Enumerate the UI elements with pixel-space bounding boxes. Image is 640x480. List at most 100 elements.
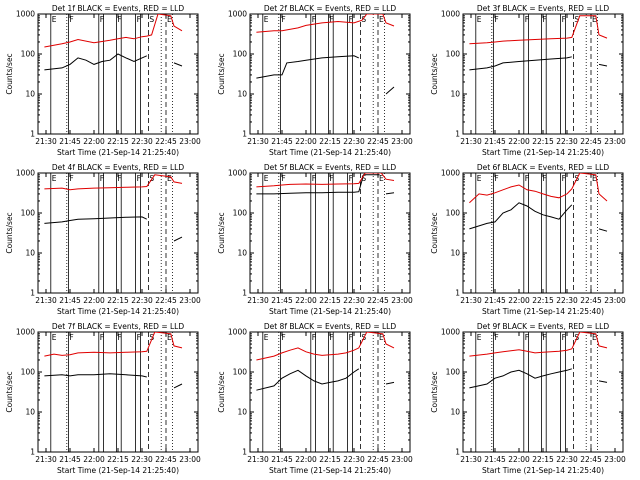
y-tick-label: 10 xyxy=(237,90,247,99)
x-tick-label: 22:30 xyxy=(343,137,365,146)
x-tick-label: 21:45 xyxy=(59,296,81,305)
y-tick-label: 1000 xyxy=(16,169,35,178)
event-marker-label: F xyxy=(349,174,353,183)
lld-series-line xyxy=(469,332,608,357)
x-tick-label: 22:45 xyxy=(155,455,177,464)
plot-frame xyxy=(249,172,411,294)
y-tick-label: 100 xyxy=(233,368,248,377)
event-marker-label: E xyxy=(264,174,269,183)
event-marker-label: S xyxy=(149,15,154,24)
x-tick-label: 23:00 xyxy=(391,296,413,305)
event-marker-label: E xyxy=(167,15,172,24)
x-tick-label: 22:00 xyxy=(508,137,530,146)
x-tick-label: 22:30 xyxy=(343,455,365,464)
event-marker-label: E xyxy=(379,15,384,24)
y-tick-label: 1 xyxy=(242,448,247,457)
event-marker-label: F xyxy=(329,174,333,183)
detector-panel: Det 4f BLACK = Events, RED = LLD Start Ti… xyxy=(5,163,201,316)
x-tick-label: 21:45 xyxy=(484,137,506,146)
y-tick-label: 100 xyxy=(446,209,461,218)
x-tick-label: 22:45 xyxy=(580,455,602,464)
events-series-line xyxy=(44,373,183,389)
x-tick-label: 23:00 xyxy=(604,296,626,305)
event-marker-label: S xyxy=(361,15,366,24)
lld-series-line xyxy=(469,15,608,45)
events-series-line xyxy=(469,56,608,71)
x-tick-label: 21:30 xyxy=(35,455,57,464)
x-tick-label: 23:00 xyxy=(604,137,626,146)
x-tick-label: 22:45 xyxy=(155,296,177,305)
plot-frame xyxy=(37,172,199,294)
event-marker-label: E xyxy=(592,15,597,24)
plot-frame xyxy=(462,331,624,453)
y-tick-label: 1 xyxy=(30,130,35,139)
y-axis-label: Counts/sec xyxy=(430,53,439,94)
panel-title: Det 4f BLACK = Events, RED = LLD xyxy=(52,163,185,172)
x-axis-label: Start Time (21-Sep-14 21:25:40) xyxy=(57,148,179,157)
x-axis-label: Start Time (21-Sep-14 21:25:40) xyxy=(482,148,604,157)
y-tick-label: 1000 xyxy=(441,169,460,178)
event-marker-label: F xyxy=(100,333,104,342)
x-axis-label: Start Time (21-Sep-14 21:25:40) xyxy=(482,466,604,475)
x-tick-label: 21:30 xyxy=(247,455,269,464)
y-tick-label: 100 xyxy=(233,209,248,218)
event-marker-label: F xyxy=(281,15,285,24)
event-marker-label: F xyxy=(100,174,104,183)
events-series-line xyxy=(256,368,395,391)
x-tick-label: 22:30 xyxy=(131,137,153,146)
y-axis-label: Counts/sec xyxy=(430,371,439,412)
event-marker-label: E xyxy=(477,174,482,183)
y-tick-label: 100 xyxy=(446,50,461,59)
event-marker-label: F xyxy=(137,174,141,183)
event-marker-label: F xyxy=(69,174,73,183)
lld-series-line xyxy=(44,174,183,191)
plot-frame xyxy=(249,331,411,453)
event-marker-label: F xyxy=(525,15,529,24)
y-tick-label: 1 xyxy=(30,289,35,298)
event-marker-label: E xyxy=(592,174,597,183)
event-marker-label: F xyxy=(100,15,104,24)
event-marker-label: F xyxy=(542,174,546,183)
x-tick-label: 22:00 xyxy=(508,296,530,305)
lld-series-line xyxy=(256,332,395,361)
y-tick-label: 1 xyxy=(455,289,460,298)
lld-series-line xyxy=(256,173,395,188)
x-tick-label: 21:30 xyxy=(460,137,482,146)
x-axis-label: Start Time (21-Sep-14 21:25:40) xyxy=(269,148,391,157)
event-marker-label: E xyxy=(264,15,269,24)
events-series-line xyxy=(256,55,395,95)
event-marker-label: F xyxy=(329,15,333,24)
x-tick-label: 21:30 xyxy=(247,137,269,146)
x-tick-label: 22:45 xyxy=(580,137,602,146)
y-tick-label: 1000 xyxy=(16,328,35,337)
y-tick-label: 1000 xyxy=(228,328,247,337)
event-marker-label: F xyxy=(137,15,141,24)
panel-title: Det 2f BLACK = Events, RED = LLD xyxy=(264,4,397,13)
y-tick-label: 1000 xyxy=(16,10,35,19)
event-marker-label: F xyxy=(349,15,353,24)
x-tick-label: 22:45 xyxy=(367,137,389,146)
x-tick-label: 22:15 xyxy=(532,455,554,464)
event-marker-label: F xyxy=(312,15,316,24)
x-tick-label: 23:00 xyxy=(179,296,201,305)
detector-panel: Det 5f BLACK = Events, RED = LLD Start Ti… xyxy=(217,163,413,316)
events-series-line xyxy=(256,174,395,195)
y-tick-label: 1 xyxy=(30,448,35,457)
y-axis-label: Counts/sec xyxy=(217,212,226,253)
y-tick-label: 100 xyxy=(21,368,36,377)
event-marker-label: S xyxy=(574,15,579,24)
y-axis-label: Counts/sec xyxy=(430,212,439,253)
x-tick-label: 23:00 xyxy=(604,455,626,464)
x-tick-label: 22:00 xyxy=(83,455,105,464)
x-tick-label: 22:15 xyxy=(107,455,129,464)
detector-panel: Det 7f BLACK = Events, RED = LLD Start Ti… xyxy=(5,322,201,475)
panel-title: Det 3f BLACK = Events, RED = LLD xyxy=(477,4,610,13)
y-tick-label: 1000 xyxy=(228,169,247,178)
panel-title: Det 8f BLACK = Events, RED = LLD xyxy=(264,322,397,331)
lld-series-line xyxy=(44,332,183,357)
y-tick-label: 100 xyxy=(21,209,36,218)
x-tick-label: 22:45 xyxy=(580,296,602,305)
plot-frame xyxy=(37,331,199,453)
event-marker-label: F xyxy=(542,15,546,24)
x-tick-label: 21:45 xyxy=(484,455,506,464)
